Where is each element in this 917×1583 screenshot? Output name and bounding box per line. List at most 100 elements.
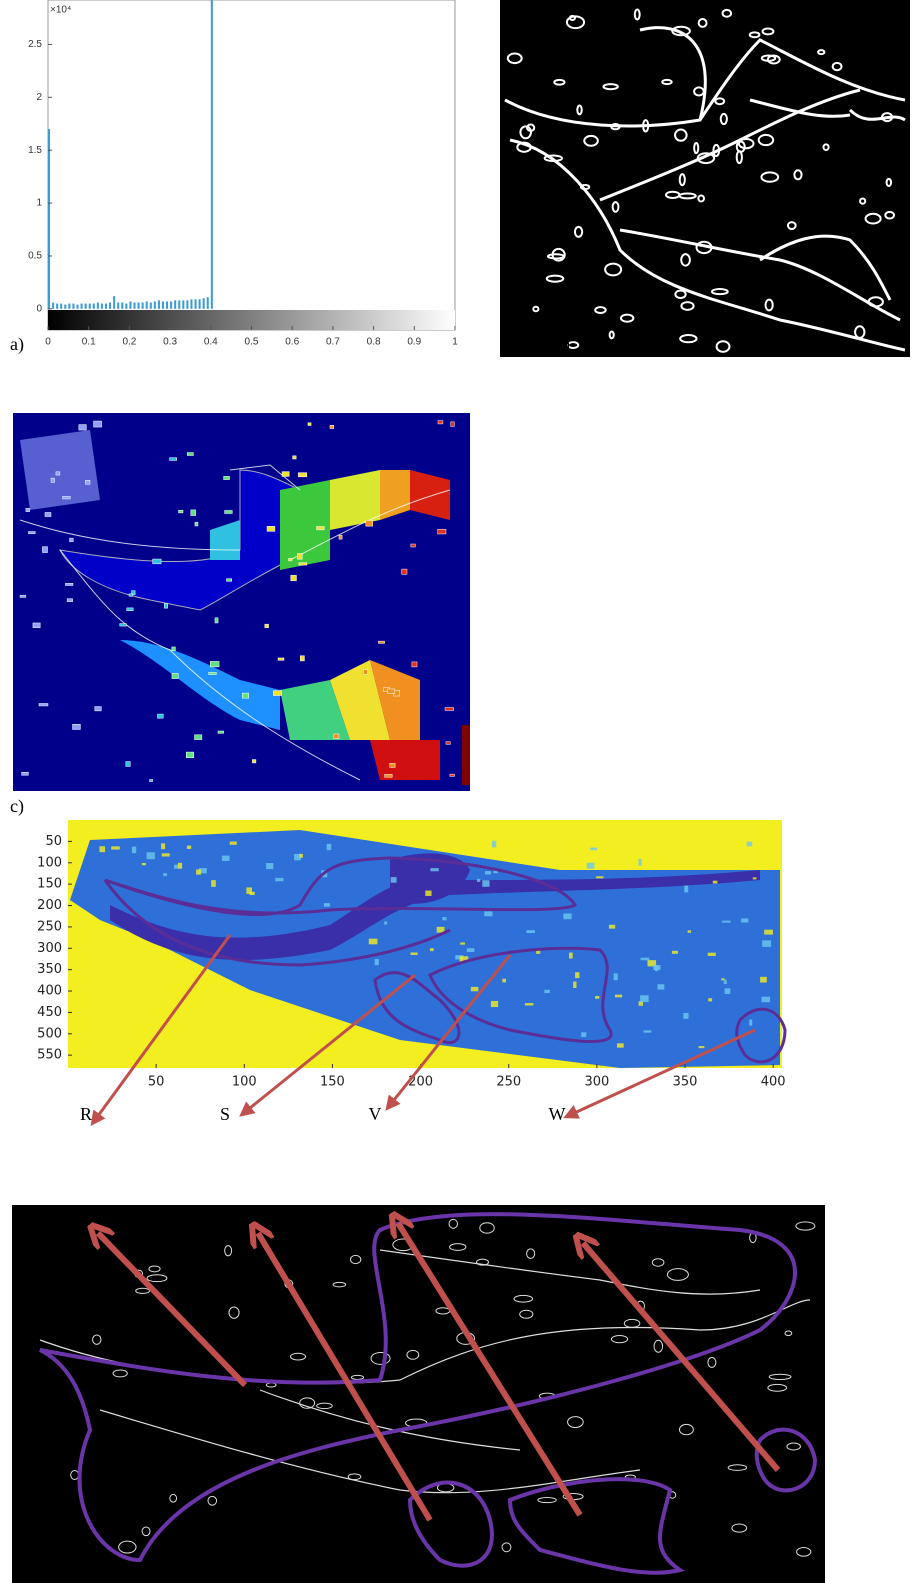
bar xyxy=(105,304,107,309)
heat-texture xyxy=(544,990,550,993)
bar xyxy=(85,304,87,309)
heat-texture xyxy=(713,881,718,884)
x-tick-label: 300 xyxy=(584,1075,609,1090)
bar xyxy=(199,299,201,309)
segment-blob xyxy=(402,569,407,574)
bar xyxy=(109,303,111,309)
heat-texture xyxy=(327,844,332,850)
bar xyxy=(158,300,160,308)
segment-blob xyxy=(282,472,289,477)
heat-texture xyxy=(384,922,387,925)
bar xyxy=(186,300,188,308)
heat-texture xyxy=(688,930,691,933)
x-tick-label: 150 xyxy=(320,1075,345,1090)
segment-blob xyxy=(215,618,218,623)
bar xyxy=(64,305,66,309)
segment-blob xyxy=(194,735,201,740)
bar xyxy=(150,303,152,309)
segment-blob xyxy=(51,478,55,482)
heat-texture xyxy=(604,860,609,863)
heat-texture xyxy=(502,979,506,983)
segment-blob xyxy=(225,510,233,513)
x-tick-label: 0.2 xyxy=(122,337,136,348)
segment-blob xyxy=(129,594,132,596)
heat-texture xyxy=(614,973,618,980)
segment-blob xyxy=(164,604,167,608)
segment-blob xyxy=(438,529,446,534)
heat-texture xyxy=(707,855,711,858)
bar xyxy=(166,301,168,308)
y-tick-label: 2.5 xyxy=(28,39,42,50)
heat-texture xyxy=(640,995,649,1002)
heat-texture xyxy=(525,1003,534,1005)
y-tick-label: 300 xyxy=(37,941,62,956)
segment-blob xyxy=(293,456,297,459)
heat-texture xyxy=(617,1043,624,1047)
heat-texture xyxy=(163,873,167,876)
heat-texture xyxy=(99,846,105,852)
segment-blob xyxy=(438,421,443,424)
heat-texture xyxy=(708,998,712,1001)
bar xyxy=(154,301,156,308)
segment-blob xyxy=(95,707,101,711)
segment-blob xyxy=(94,421,102,427)
segment-blob xyxy=(288,558,292,561)
y-tick-label: 50 xyxy=(45,834,62,849)
y-tick-label: 1.5 xyxy=(28,145,42,156)
y-tick-label: 100 xyxy=(37,855,62,870)
segment-blob xyxy=(39,703,48,705)
x-tick-label: 1 xyxy=(452,337,458,348)
heat-texture xyxy=(491,1001,498,1007)
segment-blob xyxy=(218,731,224,733)
segment-blob xyxy=(210,661,219,666)
segment-blob xyxy=(67,599,73,602)
heat-texture xyxy=(722,921,731,923)
segment-blob xyxy=(334,734,339,739)
segment-blob xyxy=(363,669,367,674)
heat-texture xyxy=(246,887,252,893)
bar xyxy=(182,300,184,308)
segment-blob xyxy=(157,714,163,718)
heat-texture xyxy=(595,996,599,999)
segment-blob xyxy=(120,624,127,626)
segment-blob xyxy=(385,774,393,777)
segment-blob xyxy=(339,535,342,539)
heat-texture xyxy=(741,918,748,922)
heat-texture xyxy=(573,982,576,988)
heat-texture xyxy=(749,1019,752,1025)
heat-texture xyxy=(672,951,678,954)
heat-texture xyxy=(492,841,496,848)
heat-texture xyxy=(484,911,492,916)
bar xyxy=(56,304,58,309)
segment-blob xyxy=(291,575,297,580)
x-tick-label: 350 xyxy=(673,1075,698,1090)
heat-texture xyxy=(724,980,727,984)
segment-blob xyxy=(317,527,325,530)
heat-texture xyxy=(762,997,770,1002)
heat-texture xyxy=(430,868,438,871)
heat-texture xyxy=(187,846,191,849)
bar xyxy=(113,296,115,309)
bar xyxy=(117,303,119,309)
heat-texture xyxy=(111,846,120,849)
segment-blob xyxy=(79,425,86,430)
segment-blob xyxy=(273,691,281,696)
segment-blob xyxy=(330,425,334,428)
segment-blob xyxy=(85,480,90,484)
heat-texture xyxy=(211,880,216,887)
x-tick-label: 0.7 xyxy=(326,337,340,348)
heat-texture xyxy=(442,917,446,920)
heat-texture xyxy=(430,948,434,951)
panel-label: a) xyxy=(10,334,24,355)
segment-blob xyxy=(388,689,395,693)
bar xyxy=(81,304,83,309)
bar xyxy=(207,297,209,309)
bar xyxy=(190,299,192,309)
x-tick-label: 0.8 xyxy=(367,337,381,348)
heat-texture xyxy=(147,852,155,859)
heat-texture xyxy=(142,863,146,865)
heat-texture xyxy=(526,930,535,933)
segment-blob xyxy=(153,559,161,564)
heat-texture xyxy=(230,841,237,844)
y-tick-label: 500 xyxy=(37,1026,62,1041)
